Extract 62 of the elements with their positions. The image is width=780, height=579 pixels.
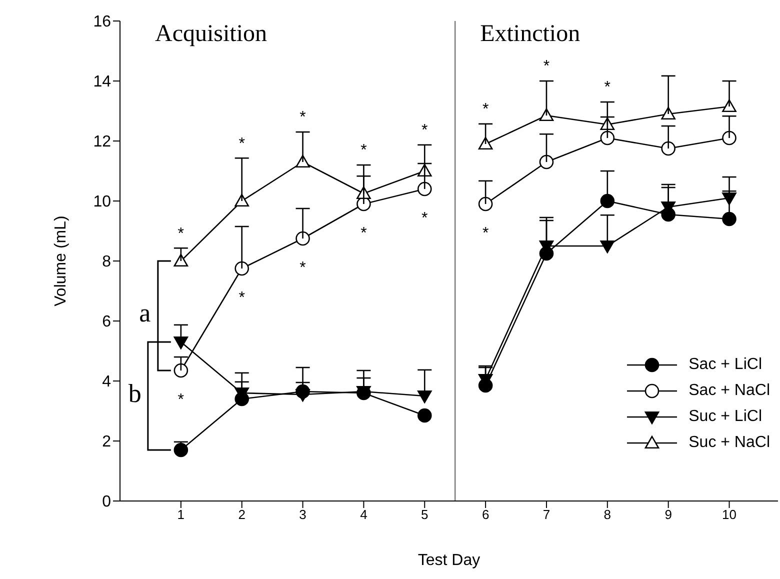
- point: [296, 388, 310, 402]
- annotation: *: [360, 225, 367, 242]
- point: [417, 182, 432, 196]
- y-axis-title: Volume (mL): [52, 216, 70, 306]
- x-axis-title: Test Day: [418, 552, 480, 569]
- point: [234, 261, 249, 276]
- point: [600, 194, 615, 208]
- point: [539, 108, 554, 122]
- x-tick-label: 1: [177, 507, 185, 522]
- annotation: Extinction: [480, 21, 580, 47]
- y-tick-label: 16: [93, 14, 112, 31]
- legend-label: Sac + LiCl: [688, 355, 762, 375]
- annotation: *: [360, 142, 367, 160]
- x-tick-label: 5: [421, 507, 428, 522]
- x-tick-label: 7: [542, 507, 550, 522]
- point: [417, 390, 432, 404]
- x-tick-label: 10: [722, 507, 736, 522]
- point: [539, 154, 554, 170]
- point: [174, 336, 188, 350]
- x-tick-label: 8: [604, 507, 612, 522]
- point: [296, 231, 310, 246]
- y-tick-label: 4: [102, 374, 112, 391]
- annotation: *: [422, 122, 428, 140]
- annotation: Acquisition: [155, 21, 267, 47]
- x-tick-label: 6: [482, 507, 490, 522]
- annotation: *: [543, 58, 550, 76]
- annotation: a: [139, 298, 152, 328]
- point: [478, 196, 493, 212]
- point: [174, 254, 188, 267]
- legend-label: Suc + NaCl: [688, 433, 770, 453]
- y-tick-label: 0: [102, 494, 112, 511]
- annotation: *: [238, 135, 245, 152]
- annotation: *: [422, 210, 428, 228]
- x-tick-label: 4: [360, 507, 368, 522]
- legend-label: Suc + LiCl: [688, 407, 762, 427]
- point: [722, 130, 736, 146]
- y-tick-label: 8: [102, 254, 112, 271]
- x-tick-label: 2: [238, 507, 246, 522]
- annotation: *: [482, 101, 489, 118]
- x-tick-label: 9: [664, 507, 672, 522]
- point: [478, 136, 493, 150]
- x-tick-label: 3: [299, 507, 306, 522]
- point: [722, 212, 736, 226]
- annotation: *: [482, 225, 489, 242]
- annotation: *: [300, 109, 306, 126]
- y-tick-label: 6: [102, 314, 112, 331]
- point: [600, 130, 615, 146]
- y-tick-label: 2: [102, 434, 112, 451]
- point: [600, 240, 615, 254]
- annotation: *: [178, 392, 184, 409]
- annotation: *: [178, 225, 184, 242]
- y-tick-label: 10: [93, 194, 112, 211]
- point: [174, 363, 188, 378]
- annotation: b: [128, 378, 142, 408]
- annotation: *: [300, 260, 306, 277]
- point: [417, 408, 432, 423]
- legend-label: Sac + NaCl: [688, 381, 770, 401]
- y-tick-label: 12: [93, 134, 112, 151]
- annotation: *: [604, 79, 611, 96]
- point: [661, 141, 676, 156]
- y-tick-label: 14: [93, 74, 112, 91]
- annotation: *: [238, 290, 245, 307]
